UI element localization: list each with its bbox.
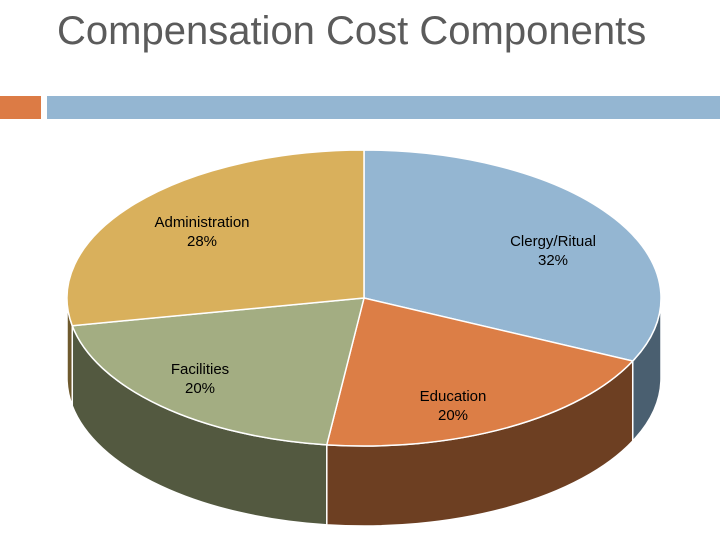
pie-slice-clergy-ritual bbox=[363, 149, 662, 362]
pie-label-name-facilities: Facilities bbox=[171, 361, 229, 378]
pie-slice-education bbox=[325, 297, 635, 447]
pie-slice-facilities bbox=[71, 297, 365, 446]
pie-label-value-education: 20% bbox=[438, 407, 468, 424]
pie-labels: Clergy/Ritual 32% Education 20% Facilities 20… bbox=[154, 214, 595, 424]
pie-label-value-facilities: 20% bbox=[185, 380, 215, 397]
title-accent-bar bbox=[47, 96, 720, 119]
pie-label-name-administration: Administration bbox=[154, 214, 249, 231]
pie-slice-administration bbox=[66, 149, 365, 327]
pie-label-name-education: Education bbox=[420, 388, 487, 405]
pie-label-value-clergy-ritual: 32% bbox=[538, 252, 568, 269]
pie-label-name-clergy-ritual: Clergy/Ritual bbox=[510, 233, 596, 250]
pie-label-administration: Administration 28% bbox=[154, 214, 249, 250]
pie-label-clergy-ritual: Clergy/Ritual 32% bbox=[510, 233, 596, 269]
pie-sides bbox=[66, 297, 662, 527]
title-accent-block bbox=[0, 96, 41, 119]
pie-slices bbox=[66, 149, 662, 447]
pie-label-value-administration: 28% bbox=[187, 233, 217, 250]
slide-title: Compensation Cost Components bbox=[57, 9, 647, 53]
pie-label-education: Education 20% bbox=[420, 388, 487, 424]
pie-label-facilities: Facilities 20% bbox=[171, 361, 229, 397]
